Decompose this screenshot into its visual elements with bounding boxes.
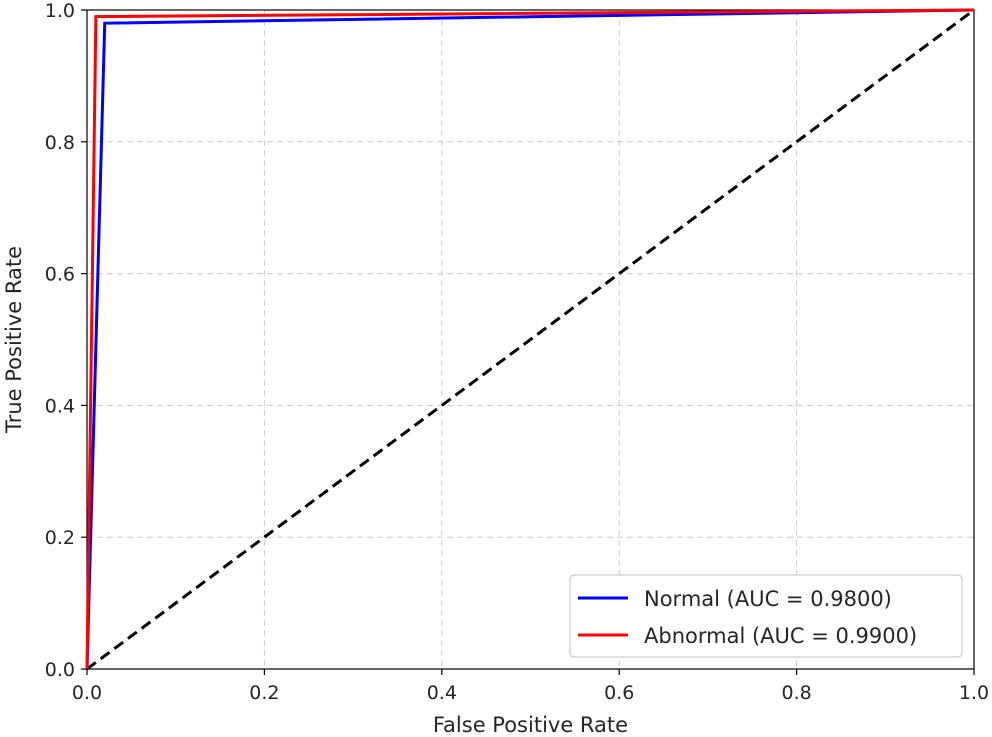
plot-area-frame [86, 9, 975, 670]
y-axis-label: True Positive Rate [2, 246, 26, 434]
axis-ticks: 0.0 0.2 0.4 0.6 0.8 1.0 0.0 0.2 0.4 0.6 0.8 1.0 [45, 0, 989, 704]
legend-label-normal: Normal (AUC = 0.9800) [644, 587, 892, 611]
series-layer [85, 8, 975, 670]
x-tick-label-1: 0.2 [249, 682, 279, 704]
series-line-1 [85, 8, 975, 670]
x-axis-label: False Positive Rate [433, 713, 628, 737]
y-tick-label-3: 0.6 [45, 264, 75, 286]
legend-box [569, 574, 963, 658]
y-tick-label-0: 0.0 [45, 659, 75, 681]
legend: Normal (AUC = 0.9800) Abnormal (AUC = 0.… [569, 574, 963, 658]
y-tick-label-1: 0.2 [45, 527, 75, 549]
y-tick-label-2: 0.4 [45, 395, 75, 417]
series-line-0 [85, 8, 975, 670]
y-tick-label-4: 0.8 [45, 132, 75, 154]
chance-reference-line [86, 8, 975, 671]
x-tick-label-0: 0.0 [72, 682, 102, 704]
x-tick-label-4: 0.8 [781, 682, 811, 704]
y-tick-label-5: 1.0 [45, 0, 75, 22]
legend-label-abnormal: Abnormal (AUC = 0.9900) [644, 624, 917, 648]
x-tick-label-2: 0.4 [427, 682, 457, 704]
x-tick-label-3: 0.6 [604, 682, 634, 704]
x-tick-label-5: 1.0 [959, 682, 989, 704]
